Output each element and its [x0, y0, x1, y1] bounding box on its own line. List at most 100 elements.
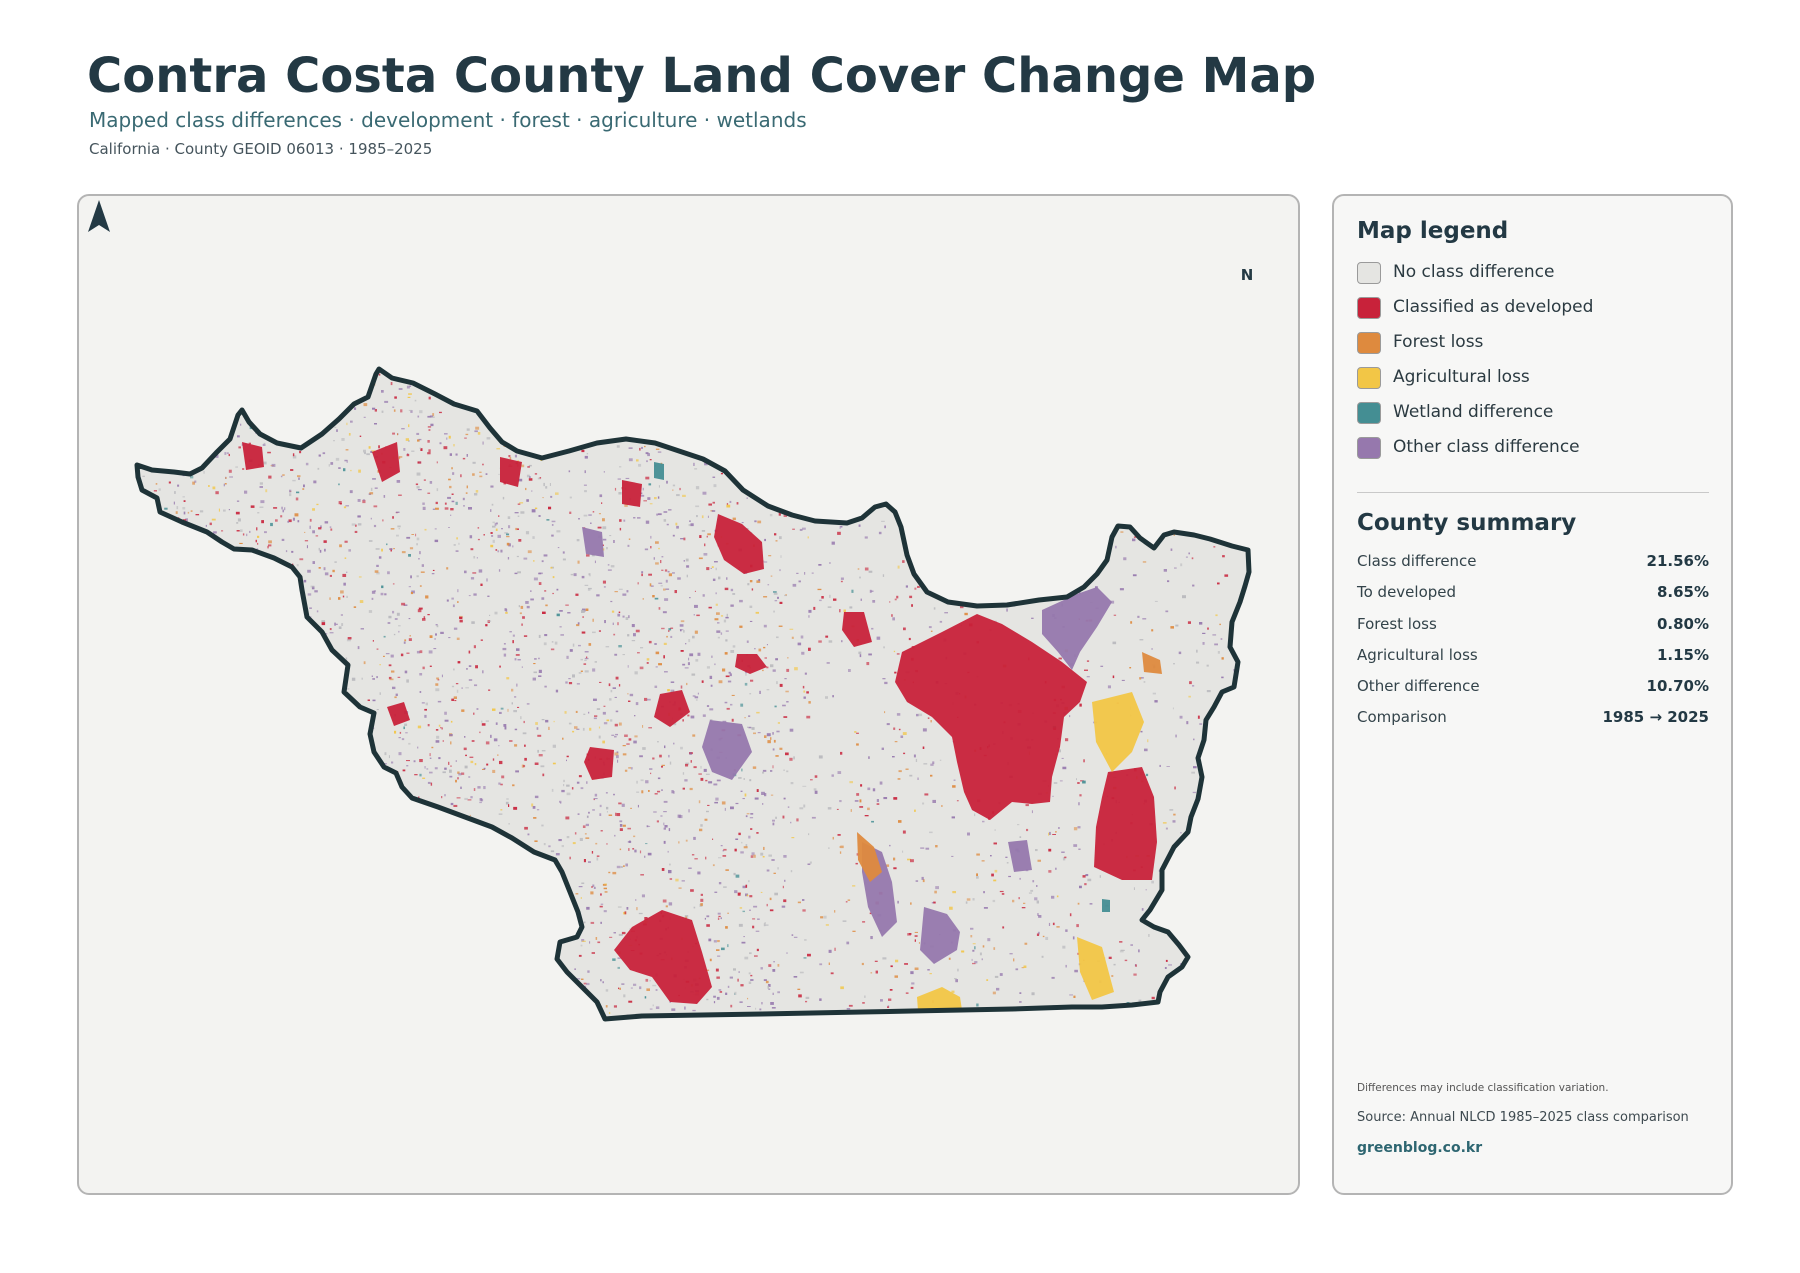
- change-speckle: [226, 452, 229, 454]
- change-speckle: [508, 543, 511, 547]
- change-speckle: [363, 403, 368, 407]
- change-speckle: [764, 793, 767, 797]
- change-speckle: [395, 693, 398, 696]
- change-speckle: [634, 849, 637, 853]
- change-speckle: [397, 433, 399, 436]
- change-speckle: [697, 652, 701, 656]
- change-speckle: [898, 820, 902, 823]
- map-panel[interactable]: N: [77, 194, 1300, 1195]
- change-speckle: [730, 1004, 733, 1008]
- county-map[interactable]: [79, 196, 1300, 1195]
- change-speckle: [1069, 913, 1072, 917]
- change-speckle: [552, 576, 555, 579]
- change-speckle: [1132, 538, 1136, 542]
- summary-row: Agricultural loss 1.15%: [1357, 646, 1709, 677]
- change-speckle: [330, 528, 333, 531]
- change-speckle: [737, 978, 739, 982]
- change-speckle: [690, 760, 692, 763]
- change-speckle: [354, 530, 358, 533]
- change-speckle: [880, 999, 883, 1002]
- change-speckle: [697, 871, 701, 875]
- change-speckle: [208, 485, 210, 487]
- change-speckle: [574, 968, 576, 970]
- change-speckle: [414, 774, 418, 776]
- change-speckle: [1121, 679, 1125, 681]
- change-speckle: [363, 449, 366, 453]
- change-speckle: [725, 616, 729, 619]
- change-speckle: [450, 508, 454, 511]
- summary-row: Class difference 21.56%: [1357, 552, 1709, 583]
- change-patch: [584, 747, 614, 780]
- change-speckle: [493, 738, 498, 742]
- change-speckle: [345, 505, 349, 507]
- change-speckle: [359, 435, 362, 437]
- change-speckle: [1115, 545, 1117, 549]
- change-speckle: [613, 540, 615, 543]
- change-speckle: [871, 820, 874, 823]
- change-speckle: [904, 963, 908, 965]
- change-speckle: [922, 802, 925, 805]
- change-speckle: [679, 624, 684, 627]
- change-speckle: [541, 597, 545, 600]
- change-speckle: [468, 679, 473, 681]
- change-speckle: [693, 614, 695, 616]
- change-speckle: [240, 423, 242, 426]
- change-speckle: [695, 486, 700, 490]
- change-speckle: [338, 501, 342, 505]
- change-speckle: [407, 396, 411, 398]
- change-speckle: [1058, 657, 1062, 660]
- change-speckle: [584, 455, 588, 459]
- change-speckle: [1048, 870, 1052, 873]
- change-speckle: [979, 952, 982, 956]
- change-speckle: [581, 631, 586, 634]
- change-speckle: [729, 673, 732, 677]
- change-speckle: [944, 612, 948, 614]
- change-speckle: [441, 727, 443, 730]
- change-speckle: [748, 835, 751, 839]
- change-speckle: [1164, 967, 1167, 969]
- change-speckle: [767, 985, 769, 989]
- change-speckle: [914, 587, 917, 590]
- change-speckle: [663, 519, 667, 522]
- change-speckle: [889, 844, 891, 847]
- change-speckle: [411, 450, 415, 452]
- change-speckle: [738, 971, 740, 973]
- change-speckle: [456, 797, 461, 799]
- change-speckle: [929, 831, 933, 834]
- change-patch: [387, 702, 410, 726]
- change-speckle: [823, 915, 827, 919]
- change-speckle: [545, 486, 548, 489]
- change-speckle: [314, 590, 318, 593]
- change-speckle: [748, 715, 751, 717]
- change-speckle: [881, 747, 884, 750]
- change-speckle: [262, 444, 266, 446]
- change-speckle: [410, 575, 412, 579]
- change-speckle: [764, 657, 767, 659]
- change-speckle: [684, 779, 688, 782]
- change-speckle: [418, 558, 420, 560]
- change-speckle: [718, 989, 722, 991]
- change-speckle: [336, 429, 338, 432]
- change-speckle: [734, 890, 738, 894]
- change-speckle: [858, 651, 862, 655]
- change-speckle: [321, 622, 326, 626]
- brand-link[interactable]: greenblog.co.kr: [1357, 1140, 1483, 1156]
- change-speckle: [779, 536, 782, 540]
- change-speckle: [735, 838, 739, 840]
- change-speckle: [709, 708, 714, 711]
- change-patch: [654, 462, 664, 480]
- change-speckle: [601, 502, 603, 504]
- change-speckle: [488, 689, 491, 691]
- change-speckle: [751, 588, 754, 591]
- change-speckle: [925, 847, 930, 850]
- change-speckle: [786, 770, 789, 773]
- change-speckle: [651, 585, 654, 587]
- change-speckle: [996, 987, 1000, 991]
- change-speckle: [525, 601, 529, 604]
- change-speckle: [378, 373, 381, 376]
- change-speckle: [387, 571, 390, 575]
- change-speckle: [679, 815, 683, 819]
- summary-value: 8.65%: [1656, 583, 1709, 602]
- change-speckle: [551, 566, 554, 569]
- change-speckle: [1017, 824, 1020, 826]
